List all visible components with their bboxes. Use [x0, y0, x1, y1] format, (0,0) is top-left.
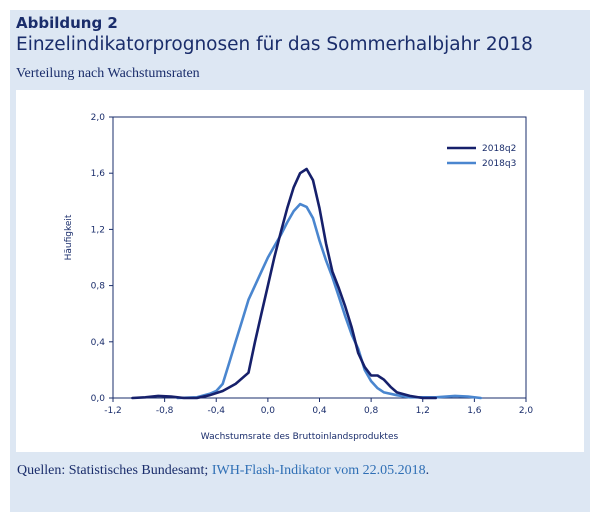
figure-panel: Abbildung 2 Einzelindikatorprognosen für… [10, 10, 590, 512]
x-axis-title: Wachstumsrate des Bruttoinlandsproduktes [201, 432, 399, 442]
x-tick-label: -0,4 [207, 406, 225, 416]
x-tick-label: 0,0 [261, 406, 276, 416]
x-tick-label: 2,0 [519, 406, 534, 416]
plot-frame [112, 116, 527, 399]
y-tick-label: 0,4 [91, 338, 106, 348]
figure-title: Einzelindikatorprognosen für das Sommerh… [16, 34, 533, 55]
x-tick-label: -0,8 [156, 406, 174, 416]
source-note: Quellen: Statistisches Bundesamt; IWH-Fl… [17, 463, 429, 479]
chart-area: -1,2 -0,8 -0,4 0,0 0,4 0,8 1,2 1,6 2,0 0,0 0,4 0,8 1… [16, 90, 584, 452]
figure-subtitle: Verteilung nach Wachstumsraten [16, 66, 200, 81]
x-tick-label: 0,4 [312, 406, 327, 416]
source-prefix: Quellen: Statistisches Bundesamt; [17, 463, 212, 478]
x-tick-label: 0,8 [364, 406, 379, 416]
source-suffix: . [425, 463, 430, 478]
source-link[interactable]: IWH-Flash-Indikator vom 22.05.2018 [211, 463, 426, 478]
x-tick-label: 1,2 [416, 406, 430, 416]
x-tick-label: -1,2 [104, 406, 122, 416]
series-line-2018q3 [176, 202, 483, 400]
figure-label: Abbildung 2 [16, 14, 118, 32]
y-tick-label: 1,6 [91, 169, 106, 179]
y-axis-title: Häufigkeit [64, 214, 74, 260]
density-chart: -1,2 -0,8 -0,4 0,0 0,4 0,8 1,2 1,6 2,0 0,0 0,4 0,8 1… [64, 113, 534, 442]
x-tick-label: 1,6 [467, 406, 482, 416]
y-tick-label: 0,8 [91, 282, 106, 292]
legend-label-2018q3: 2018q3 [482, 159, 516, 169]
y-tick-label: 0,0 [91, 394, 106, 404]
legend-label-2018q2: 2018q2 [482, 144, 516, 154]
series-line-2018q2 [131, 167, 437, 400]
y-tick-label: 2,0 [91, 113, 106, 123]
y-tick-label: 1,2 [91, 225, 105, 235]
